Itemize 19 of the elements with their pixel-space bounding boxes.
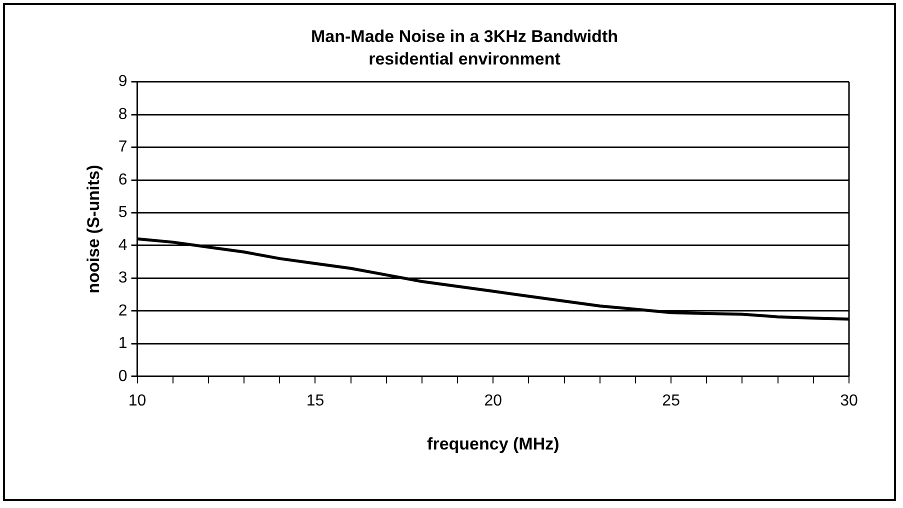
x-tick-label: 30 [840, 392, 858, 410]
y-axis-title: nooise (S-units) [84, 164, 103, 294]
chart-title: Man-Made Noise in a 3KHz Bandwidth [311, 26, 618, 46]
y-tick-label: 2 [118, 302, 128, 320]
y-tick-label: 6 [118, 171, 128, 188]
y-tick-label: 0 [118, 368, 128, 385]
x-tick-label: 15 [306, 392, 324, 410]
x-tick-label: 20 [484, 392, 502, 410]
x-tick-label: 25 [662, 392, 680, 410]
y-tick-label: 1 [118, 335, 128, 352]
chart-subtitle: residential environment [368, 49, 561, 68]
y-tick-label: 5 [118, 204, 128, 222]
y-tick-label: 9 [118, 73, 128, 90]
x-tick-label: 10 [128, 392, 146, 410]
y-tick-label: 7 [118, 138, 128, 156]
y-tick-label: 3 [118, 270, 128, 287]
y-tick-label: 8 [118, 106, 128, 123]
y-tick-label: 4 [118, 236, 128, 254]
x-axis-title: frequency (MHz) [427, 434, 560, 454]
